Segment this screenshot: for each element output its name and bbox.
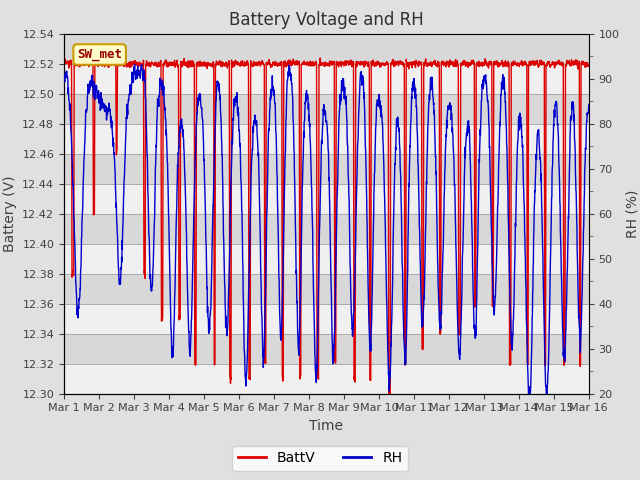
X-axis label: Time: Time <box>309 419 344 433</box>
Bar <box>64 34 589 63</box>
Y-axis label: RH (%): RH (%) <box>625 190 639 238</box>
Title: Battery Voltage and RH: Battery Voltage and RH <box>229 11 424 29</box>
Bar <box>64 183 589 214</box>
Bar <box>64 123 589 154</box>
Y-axis label: Battery (V): Battery (V) <box>3 175 17 252</box>
Bar <box>64 363 589 394</box>
Legend: BattV, RH: BattV, RH <box>232 445 408 471</box>
Bar <box>64 334 589 363</box>
Bar <box>64 154 589 183</box>
Bar <box>64 303 589 334</box>
Bar <box>64 214 589 243</box>
Text: SW_met: SW_met <box>77 48 122 61</box>
Bar <box>64 243 589 274</box>
Bar <box>64 94 589 123</box>
Bar <box>64 274 589 303</box>
Bar <box>64 63 589 94</box>
